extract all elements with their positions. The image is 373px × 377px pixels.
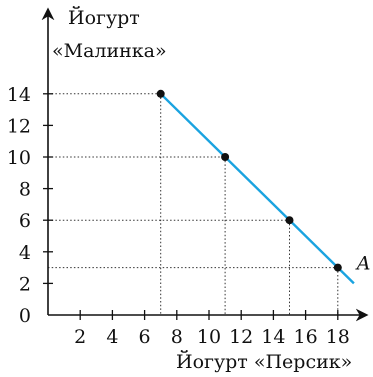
y-tick-label: 8 <box>19 179 31 201</box>
y-tick-label: 12 <box>7 115 31 137</box>
data-point <box>156 89 165 98</box>
y-tick-label: 14 <box>7 84 31 106</box>
y-axis-title-line-1: Йогурт <box>68 6 140 29</box>
data-point <box>333 263 342 272</box>
point-label: A <box>355 253 371 275</box>
y-tick-label: 4 <box>19 242 31 264</box>
series-layer <box>159 92 355 285</box>
x-tick-label: 10 <box>197 326 221 348</box>
x-axis-title: Йогурт «Персик» <box>176 350 352 373</box>
x-tick-label: 14 <box>261 326 285 348</box>
x-tick-label: 2 <box>74 326 86 348</box>
x-tick-label: 18 <box>326 326 350 348</box>
x-tick-label: 12 <box>229 326 253 348</box>
x-tick-label: 8 <box>171 326 183 348</box>
y-axis-title-line-2: «Малинка» <box>52 40 167 62</box>
y-tick-label: 2 <box>19 273 31 295</box>
guide-lines <box>48 93 339 315</box>
x-tick-label: 16 <box>294 326 318 348</box>
series-line <box>159 92 355 285</box>
points-layer: A <box>156 89 371 275</box>
data-point <box>285 216 294 225</box>
x-tick-label: 4 <box>106 326 118 348</box>
y-tick-label: 0 <box>19 305 31 327</box>
data-point <box>221 153 230 161</box>
y-tick-label: 10 <box>7 147 31 169</box>
x-tick-label: 6 <box>139 326 151 348</box>
axes <box>41 7 369 322</box>
y-tick-label: 6 <box>19 210 31 232</box>
